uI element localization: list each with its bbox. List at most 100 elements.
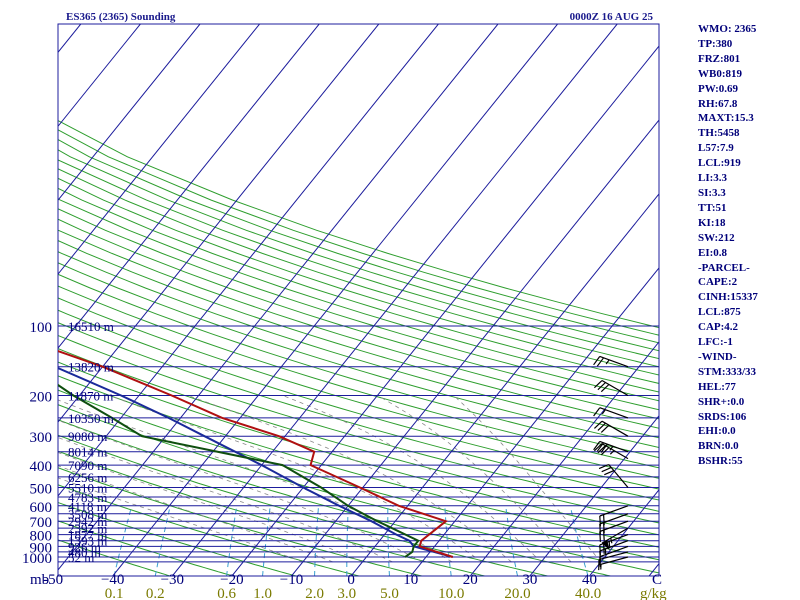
wind-barb [598, 551, 629, 571]
mixing-ratio-label: 0.1 [105, 586, 124, 600]
moist-adiabat [377, 395, 572, 563]
wind-barb-flag [593, 441, 601, 451]
index-item: SHR+:0.0 [698, 395, 745, 408]
height-label: 2942 m [68, 514, 107, 529]
index-item: FRZ:801 [698, 52, 741, 65]
index-item: LCL:919 [698, 157, 741, 170]
isotherm-line [112, 24, 558, 576]
dry-adiabat [58, 484, 360, 576]
moist-adiabat [58, 477, 304, 563]
dry-adiabat [58, 348, 659, 524]
isotherm-line [58, 24, 439, 497]
index-item: BRN:0.0 [698, 440, 739, 453]
dry-adiabat [58, 229, 659, 420]
adiabat-lines [58, 120, 659, 576]
mixing-ratio-line [113, 507, 132, 576]
height-label: 5510 m [68, 481, 107, 496]
pressure-label: 700 [30, 515, 53, 531]
mixing-ratio-line [570, 507, 589, 576]
index-item: BSHR:55 [698, 455, 743, 468]
pressure-label: 500 [30, 482, 53, 498]
height-label: 1393 m [68, 534, 107, 549]
isotherm-line [58, 24, 201, 201]
mixing-ratio-label: 20.0 [504, 586, 530, 600]
dry-adiabat [58, 467, 423, 576]
height-label: 3508 m [68, 507, 107, 522]
wind-barb-half-flag [601, 409, 606, 415]
temperature-tick-label: 0 [347, 572, 355, 588]
index-item: RH:67.8 [698, 97, 738, 110]
wind-barb-staff [601, 379, 629, 397]
wind-barb-staff [608, 464, 629, 488]
dry-adiabat [58, 120, 659, 329]
temperature-tick-label: −40 [101, 572, 124, 588]
height-label: 13820 m [68, 360, 114, 375]
wind-barb-flag [593, 407, 601, 417]
wind-barb-staff [598, 556, 629, 566]
wind-barb-staff [599, 407, 629, 419]
index-item: CINH:15337 [698, 291, 758, 304]
index-item: CAP:4.2 [698, 321, 739, 334]
height-label: 52 m [68, 550, 94, 565]
index-item: EI:0.8 [698, 246, 728, 259]
height-label: 7090 m [68, 458, 107, 473]
index-item: L57:7.9 [698, 142, 734, 155]
height-label: 4783 m [68, 490, 107, 505]
pressure-unit-label: mb [30, 572, 49, 588]
sounding-indices-panel: WMO: 2365 TP:380 FRZ:801 WB0:819 PW:0.69 RH:6… [698, 22, 798, 469]
wind-barb-flag [603, 514, 605, 526]
index-item: TH:5458 [698, 127, 740, 140]
index-item: LI:3.3 [698, 172, 728, 185]
dry-adiabat [58, 273, 659, 459]
moist-adiabat [58, 419, 423, 563]
index-item: EHI:0.0 [698, 425, 736, 438]
pressure-label: 900 [30, 540, 53, 556]
isotherm-line [0, 24, 21, 576]
temperature-tick-label: −20 [220, 572, 243, 588]
isotherm-line [291, 119, 659, 576]
wind-barb-flag [604, 470, 615, 476]
wind-barb-flag [600, 384, 610, 393]
wind-barb-flag [600, 447, 610, 456]
mixing-ratio-label: 5.0 [380, 586, 399, 600]
temperature-tick-label: 20 [463, 572, 478, 588]
isotherm-line [58, 24, 499, 571]
isotherm-line [410, 267, 659, 576]
dry-adiabat [58, 322, 659, 501]
mixing-ratio-line [444, 507, 452, 576]
wind-barb-staff [601, 527, 629, 544]
wind-barb-half-flag [610, 537, 613, 544]
temperature-tick-label: −30 [161, 572, 184, 588]
height-label: 8014 m [68, 445, 107, 460]
dry-adiabat [58, 361, 659, 536]
index-item: MAXT:15.3 [698, 112, 754, 125]
mixing-ratio-label: 0.2 [146, 586, 165, 600]
height-label: 4118 m [68, 499, 107, 514]
mixing-ratio-line [154, 507, 171, 576]
wind-barb [593, 407, 629, 419]
wind-barb-staff [599, 355, 629, 368]
wind-barb-flag [597, 382, 606, 391]
moist-adiabat [58, 399, 453, 563]
height-label: 10350 m [68, 411, 114, 426]
wind-barb-staff [599, 545, 629, 558]
pressure-label: 800 [30, 529, 53, 545]
isotherm-line [350, 193, 659, 576]
wind-barb-flag [596, 442, 605, 452]
index-item: TP:380 [698, 37, 733, 50]
temperature-tick-label: 40 [582, 572, 597, 588]
moist-adiabat [453, 395, 602, 563]
index-item: WMO: 2365 [698, 23, 757, 35]
wind-barb-flag [600, 424, 610, 433]
index-item: SI:3.3 [698, 186, 726, 199]
temperature-tick-label: -50 [43, 572, 63, 588]
index-item: LFC:-1 [698, 336, 733, 349]
wind-barb-flag [593, 420, 603, 429]
mixing-ratio-line [505, 507, 518, 576]
wind-barb-flag [601, 466, 612, 473]
mixing-ratio-line [387, 507, 390, 576]
wind-barb-half-flag [609, 450, 615, 455]
index-item: LCL:875 [698, 306, 741, 319]
dry-adiabat [58, 520, 234, 576]
